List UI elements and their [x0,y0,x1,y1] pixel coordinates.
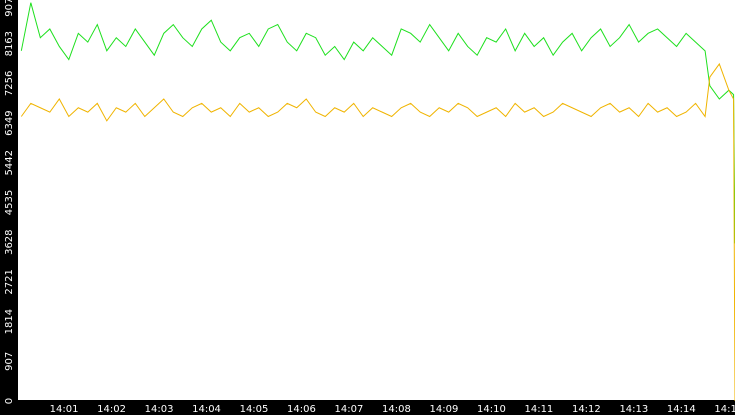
y-tick-label: 6349 [4,110,15,135]
x-tick-label: 14:12 [572,404,601,415]
x-tick-label: 14:08 [382,404,411,415]
y-tick-label: 1814 [4,309,15,334]
x-tick-label: 14:07 [335,404,364,415]
y-tick-label: 3628 [4,229,15,254]
x-tick-label: 14:14 [667,404,696,415]
x-tick-label: 14:04 [192,404,221,415]
x-tick-label: 14:01 [50,404,79,415]
y-tick-label: 5442 [4,150,15,175]
y-tick-label: 8163 [4,31,15,56]
x-tick-label: 14:02 [97,404,126,415]
y-tick-label: 2721 [4,269,15,294]
x-tick-label: 14:06 [287,404,316,415]
plot-area [18,0,735,400]
x-tick-label: 14:13 [619,404,648,415]
x-tick-label: 14:03 [145,404,174,415]
data-line [20,62,735,402]
x-tick-label: 14:15 [714,404,735,415]
y-tick-label: 4535 [4,190,15,215]
y-tick-label: 907 [4,352,15,371]
y-tick-label: 7256 [4,71,15,96]
x-tick-label: 14:10 [477,404,506,415]
data-line [20,2,735,244]
x-tick-label: 14:09 [430,404,459,415]
x-tick-label: 14:05 [240,404,269,415]
y-tick-label: 0 [4,398,15,404]
x-tick-label: 14:11 [524,404,553,415]
y-tick-label: 9070 [4,0,15,17]
